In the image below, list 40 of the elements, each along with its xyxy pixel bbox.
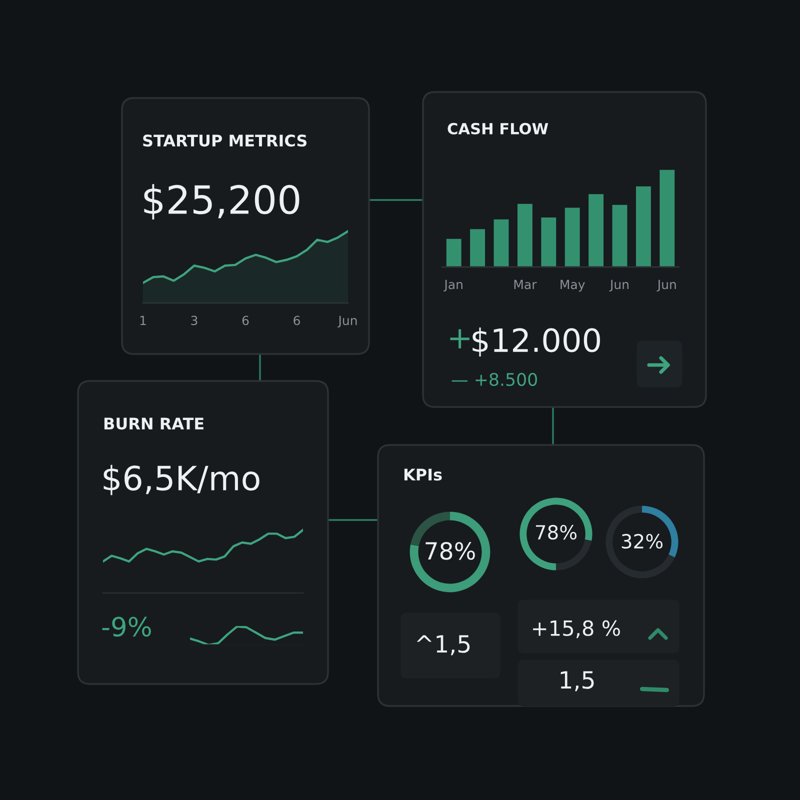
x-tick-label: 6 — [294, 316, 300, 326]
bar — [541, 217, 556, 267]
text: ^1,5 — [416, 635, 470, 656]
text: $25,200 — [144, 184, 300, 220]
chart-title: KPIs — [404, 468, 442, 481]
bar — [470, 229, 486, 267]
text: $6,5K/mo — [104, 464, 260, 496]
donut-slice — [520, 498, 592, 570]
donut-slice — [410, 512, 490, 592]
x-tick-label: Jun — [338, 316, 357, 328]
text: +15,8 % — [533, 620, 620, 638]
bar — [564, 208, 580, 267]
chart-title: CASH FLOW — [448, 122, 548, 134]
x-tick-label: Mar — [514, 280, 537, 290]
bar — [494, 219, 509, 267]
text: $12.000 — [472, 328, 600, 357]
x-tick-label: 1 — [140, 316, 146, 325]
text: -9% — [102, 616, 151, 637]
donut-slice — [556, 540, 592, 570]
bar — [446, 238, 462, 267]
bar — [588, 194, 604, 267]
text: 32% — [622, 534, 663, 549]
x-tick-label: 3 — [191, 316, 198, 326]
x-tick-label: Jan — [444, 280, 462, 292]
chart-title: STARTUP METRICS — [143, 134, 307, 147]
text: 78% — [426, 542, 475, 560]
x-tick-label: Jun — [609, 280, 628, 292]
text: — +8.500 — [452, 372, 537, 386]
bar — [517, 204, 532, 267]
bar — [660, 170, 675, 267]
text: + — [450, 329, 470, 348]
x-tick-label: 6 — [242, 316, 249, 326]
x-tick-label: Jun — [656, 280, 676, 292]
chart-title: BURN RATE — [104, 418, 204, 430]
text: 78% — [536, 524, 577, 540]
donut-slice — [606, 506, 675, 578]
bar — [636, 186, 651, 267]
x-tick-label: May — [560, 280, 585, 292]
bar — [612, 204, 628, 267]
text: 1,5 — [560, 671, 594, 692]
